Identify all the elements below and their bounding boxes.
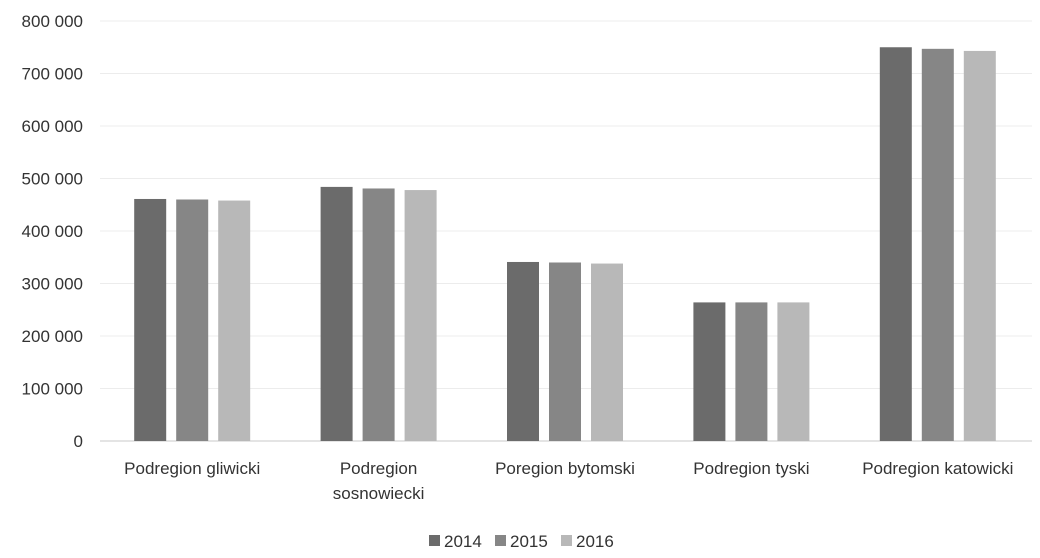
x-tick-label: Podregion tyski xyxy=(693,459,809,478)
legend-swatch-2015 xyxy=(495,535,506,546)
bar-2015-2 xyxy=(362,188,395,441)
legend: 2014 2015 2016 xyxy=(429,532,614,551)
legend-swatch-2016 xyxy=(561,535,572,546)
bar-2016-1 xyxy=(218,200,251,441)
gridlines xyxy=(100,20,1032,442)
x-tick-label-line: Poregion bytomski xyxy=(495,459,635,478)
legend-label-2014: 2014 xyxy=(444,532,482,551)
bar-2014-4 xyxy=(693,302,726,441)
bar-2015-1 xyxy=(176,199,209,441)
bar-2014-3 xyxy=(507,261,539,441)
bar-2015-4 xyxy=(735,302,768,441)
bar-2016-3 xyxy=(591,263,623,441)
legend-label-2016: 2016 xyxy=(576,532,614,551)
x-tick-label: Poregion bytomski xyxy=(495,459,635,478)
bar-2016-5 xyxy=(963,50,996,442)
x-tick-label-line: sosnowiecki xyxy=(333,484,425,503)
bar-2015-5 xyxy=(921,48,954,441)
y-tick-label: 500 000 xyxy=(22,170,83,189)
y-tick-label: 0 xyxy=(74,432,83,451)
legend-label-2015: 2015 xyxy=(510,532,548,551)
x-tick-label: Podregion katowicki xyxy=(862,459,1013,478)
bar-2014-2 xyxy=(320,186,353,441)
y-tick-label: 100 000 xyxy=(22,380,83,399)
y-tick-label: 800 000 xyxy=(22,12,83,31)
x-tick-label: Podregion gliwicki xyxy=(124,459,260,478)
bar-2015-3 xyxy=(549,262,581,441)
bar-2016-4 xyxy=(777,302,810,441)
y-tick-label: 600 000 xyxy=(22,117,83,136)
y-tick-label: 700 000 xyxy=(22,65,83,84)
bar-2014-1 xyxy=(134,198,167,441)
bar-2014-5 xyxy=(879,47,912,441)
y-tick-label: 300 000 xyxy=(22,275,83,294)
y-tick-label: 400 000 xyxy=(22,222,83,241)
x-tick-label-line: Podregion katowicki xyxy=(862,459,1013,478)
y-axis-tick-labels: 0 100 000 200 000 300 000 400 000 500 000 600 … xyxy=(22,12,83,451)
legend-swatch-2014 xyxy=(429,535,440,546)
bar-2016-2 xyxy=(404,190,437,441)
x-tick-label-line: Podregion gliwicki xyxy=(124,459,260,478)
x-tick-label: Podregion sosnowiecki xyxy=(333,459,425,503)
x-tick-label-line: Podregion tyski xyxy=(693,459,809,478)
y-tick-label: 200 000 xyxy=(22,327,83,346)
x-axis-tick-labels: Podregion gliwicki Podregion sosnowieckiPo… xyxy=(124,459,1013,503)
x-tick-label-line: Podregion xyxy=(340,459,418,478)
bars xyxy=(134,47,996,442)
